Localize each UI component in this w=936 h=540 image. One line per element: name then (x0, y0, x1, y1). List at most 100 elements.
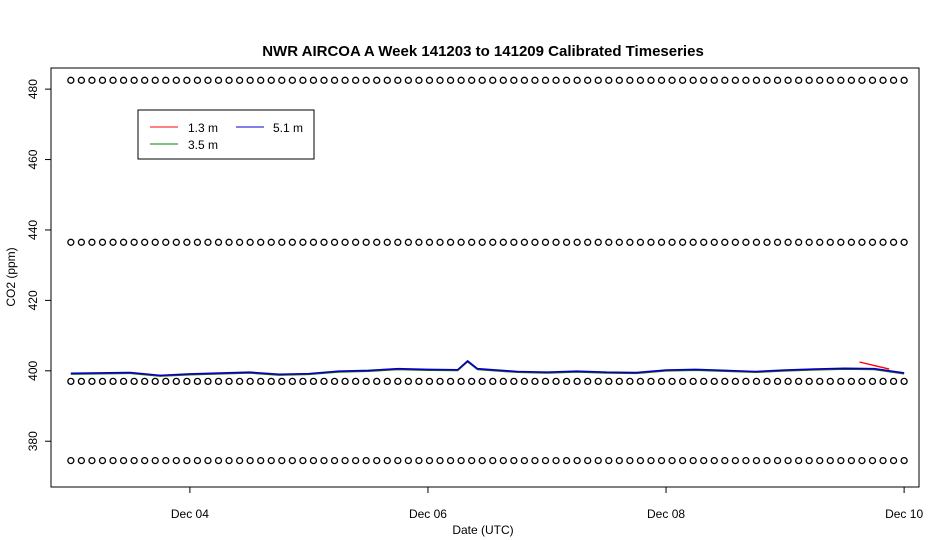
marker-point (763, 76, 771, 84)
marker-point (235, 76, 244, 84)
marker-point (246, 377, 254, 386)
marker-point (657, 456, 666, 465)
marker-point (531, 377, 539, 386)
marker-point (510, 456, 518, 465)
marker-point (541, 377, 550, 386)
marker-point (700, 377, 708, 386)
marker-point (499, 238, 507, 246)
marker-point (457, 456, 465, 465)
marker-point (678, 238, 687, 246)
series-line-1-3m-peak (859, 361, 890, 370)
marker-point (816, 456, 824, 465)
marker-point (784, 377, 792, 386)
marker-point (668, 76, 676, 84)
marker-point (468, 238, 476, 246)
marker-point (172, 456, 180, 465)
marker-point (141, 238, 149, 246)
marker-point (531, 76, 539, 84)
marker-point (235, 377, 244, 386)
marker-point (98, 238, 107, 246)
marker-point (204, 76, 212, 84)
marker-point (183, 238, 191, 246)
marker-point (351, 377, 360, 386)
marker-point (446, 238, 455, 246)
marker-point (320, 456, 328, 465)
marker-point (847, 377, 856, 386)
marker-point (520, 456, 529, 465)
legend-label-5-1m: 5.1 m (273, 121, 303, 135)
marker-point (678, 76, 687, 84)
marker-point (77, 456, 86, 465)
marker-point (879, 377, 887, 386)
marker-point (731, 377, 740, 386)
marker-point (573, 76, 581, 84)
marker-point (267, 76, 275, 84)
marker-point (584, 377, 592, 386)
marker-point (826, 456, 834, 465)
marker-point (700, 456, 708, 465)
marker-point (562, 76, 571, 84)
marker-point (257, 76, 265, 84)
marker-point (889, 238, 898, 246)
marker-point (404, 76, 413, 84)
marker-point (204, 456, 212, 465)
marker-point (773, 377, 782, 386)
marker-point (383, 238, 391, 246)
marker-point (805, 377, 813, 386)
marker-point (172, 238, 180, 246)
marker-point (394, 456, 402, 465)
marker-point (794, 377, 803, 386)
marker-point (605, 377, 613, 386)
marker-point (868, 377, 877, 386)
marker-point (362, 377, 370, 386)
marker-point (647, 456, 655, 465)
marker-point (478, 76, 486, 84)
marker-point (67, 456, 75, 465)
marker-point (773, 76, 782, 84)
marker-point (183, 76, 191, 84)
marker-point (341, 238, 349, 246)
marker-point (847, 456, 856, 465)
marker-point (415, 238, 423, 246)
y-tick-label: 400 (26, 360, 40, 380)
marker-point (731, 456, 740, 465)
marker-point (130, 377, 138, 386)
marker-point (541, 76, 550, 84)
marker-point (626, 456, 634, 465)
marker-point (88, 76, 96, 84)
marker-point (183, 456, 191, 465)
marker-point (573, 377, 581, 386)
marker-point (816, 76, 824, 84)
marker-point (425, 456, 434, 465)
marker-point (478, 377, 486, 386)
marker-point (383, 76, 391, 84)
marker-point (436, 76, 444, 84)
marker-point (489, 377, 497, 386)
marker-point (394, 76, 402, 84)
marker-point (784, 76, 792, 84)
marker-point (193, 238, 202, 246)
marker-point (816, 238, 824, 246)
marker-point (668, 377, 676, 386)
marker-point (657, 76, 666, 84)
marker-point (868, 76, 877, 84)
marker-point (299, 456, 307, 465)
marker-point (499, 377, 507, 386)
marker-point (847, 76, 856, 84)
marker-point (900, 76, 908, 84)
marker-point (351, 238, 360, 246)
marker-point (594, 456, 602, 465)
marker-point (119, 238, 128, 246)
marker-point (77, 238, 86, 246)
marker-point (794, 456, 803, 465)
chart-title: NWR AIRCOA A Week 141203 to 141209 Calib… (262, 43, 704, 60)
marker-point (436, 238, 444, 246)
marker-point (879, 238, 887, 246)
marker-point (320, 76, 328, 84)
marker-point (309, 456, 318, 465)
marker-point (172, 377, 180, 386)
marker-point (425, 377, 434, 386)
marker-point (151, 456, 159, 465)
marker-point (552, 76, 560, 84)
marker-point (520, 377, 529, 386)
